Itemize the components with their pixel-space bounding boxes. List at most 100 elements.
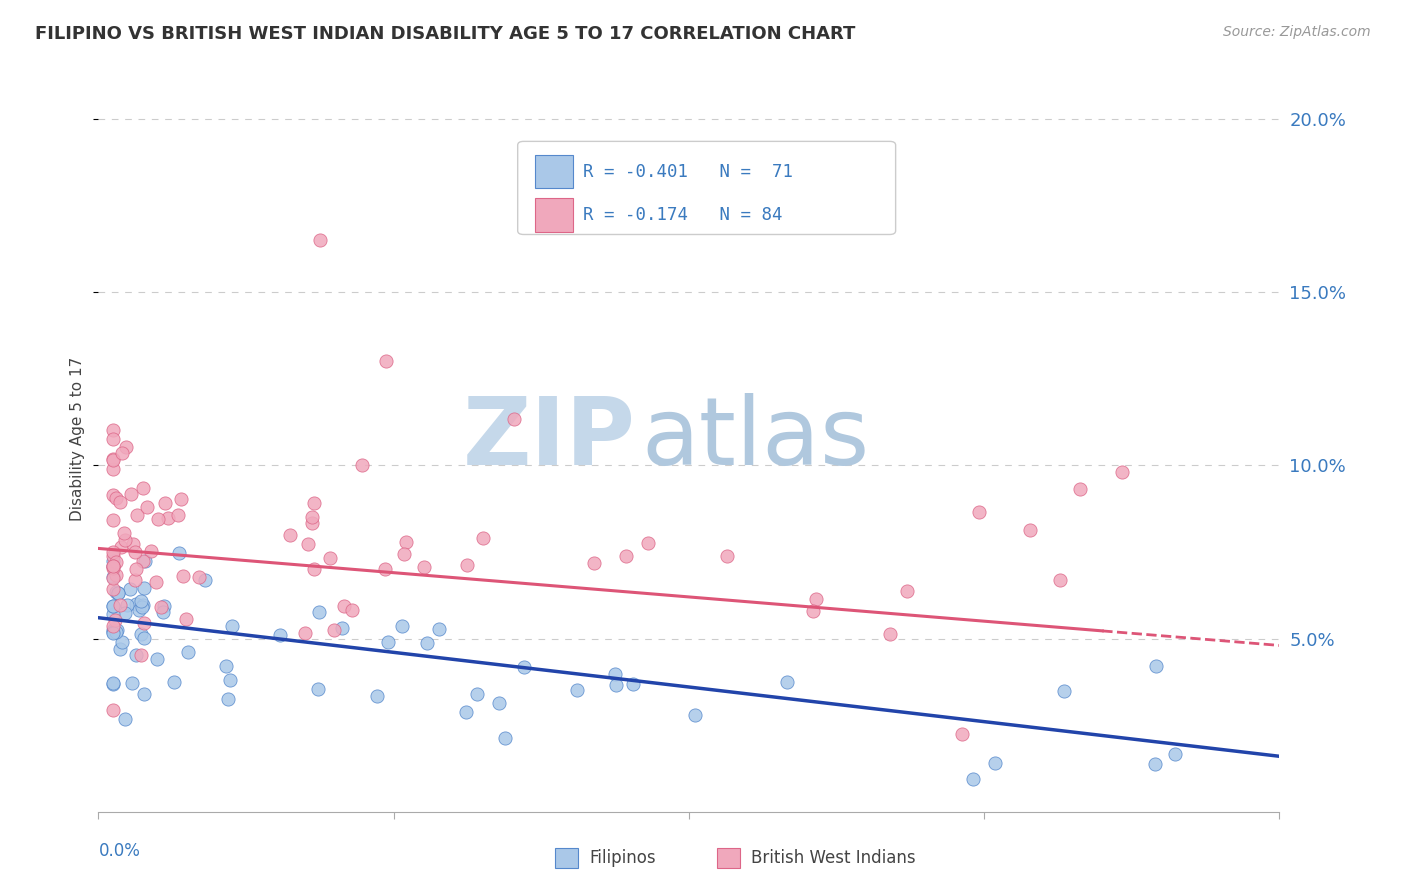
Point [962, 772, 984, 786]
Text: 0.0%: 0.0% [98, 841, 141, 860]
Point [309, 233, 332, 247]
Point [221, 619, 243, 633]
Point [685, 708, 707, 723]
Point [377, 634, 399, 648]
Point [163, 674, 186, 689]
Point [1144, 658, 1167, 673]
Point [395, 535, 418, 549]
Point [103, 619, 125, 633]
FancyBboxPatch shape [517, 141, 896, 235]
Point [107, 586, 129, 600]
Point [603, 667, 626, 681]
Point [110, 541, 132, 555]
Point [1049, 573, 1071, 587]
Point [167, 546, 190, 560]
Point [103, 607, 125, 621]
Point [125, 508, 148, 522]
Point [219, 673, 242, 687]
Point [103, 559, 125, 574]
Point [103, 624, 125, 639]
Point [103, 599, 125, 614]
Point [103, 452, 125, 467]
Point [188, 570, 211, 584]
Point [104, 555, 127, 569]
Text: Filipinos: Filipinos [589, 849, 655, 867]
Point [301, 516, 323, 531]
Point [131, 599, 153, 614]
Point [716, 549, 738, 563]
Point [125, 597, 148, 611]
Point [121, 537, 143, 551]
Point [503, 412, 526, 426]
Point [1164, 747, 1187, 762]
Point [103, 570, 125, 584]
Point [278, 527, 301, 541]
Point [146, 512, 169, 526]
Point [1144, 756, 1167, 771]
Point [488, 696, 510, 710]
Point [146, 652, 169, 666]
Point [465, 687, 488, 701]
Point [103, 488, 125, 502]
Point [776, 675, 799, 690]
Point [103, 571, 125, 585]
Point [896, 583, 918, 598]
Point [621, 677, 644, 691]
Point [129, 648, 152, 662]
Point [302, 496, 325, 510]
FancyBboxPatch shape [536, 198, 574, 232]
Point [132, 615, 155, 630]
Point [134, 554, 156, 568]
Point [416, 636, 439, 650]
Y-axis label: Disability Age 5 to 17: Disability Age 5 to 17 [70, 357, 86, 522]
Point [105, 568, 128, 582]
Point [950, 727, 973, 741]
Point [614, 549, 637, 563]
Point [217, 691, 239, 706]
Point [103, 432, 125, 446]
Point [132, 631, 155, 645]
Point [103, 582, 125, 596]
Point [103, 676, 125, 690]
Point [112, 526, 135, 541]
Point [152, 605, 174, 619]
Text: ZIP: ZIP [463, 393, 636, 485]
Point [269, 628, 291, 642]
Point [139, 544, 162, 558]
Point [124, 545, 146, 559]
Point [215, 659, 238, 673]
Point [1019, 524, 1042, 538]
Point [967, 505, 990, 519]
Point [103, 703, 125, 717]
Point [392, 547, 415, 561]
Point [471, 532, 494, 546]
Point [128, 603, 150, 617]
Point [427, 622, 450, 636]
Point [103, 513, 125, 527]
Point [103, 599, 125, 613]
Point [308, 605, 330, 619]
Point [103, 559, 125, 574]
Point [637, 536, 659, 550]
Point [583, 556, 606, 570]
Point [103, 623, 125, 637]
Point [375, 354, 398, 368]
Point [124, 562, 146, 576]
Text: atlas: atlas [641, 393, 870, 485]
Point [103, 676, 125, 690]
Point [145, 575, 167, 590]
Point [103, 462, 125, 476]
Point [108, 598, 131, 612]
Point [350, 458, 373, 473]
Point [176, 644, 198, 658]
Point [114, 606, 136, 620]
Point [307, 682, 329, 697]
Point [150, 599, 173, 614]
Point [132, 481, 155, 495]
Point [118, 582, 141, 596]
Point [108, 642, 131, 657]
Point [456, 558, 478, 573]
Point [1052, 684, 1074, 698]
FancyBboxPatch shape [536, 155, 574, 188]
Text: British West Indians: British West Indians [751, 849, 915, 867]
